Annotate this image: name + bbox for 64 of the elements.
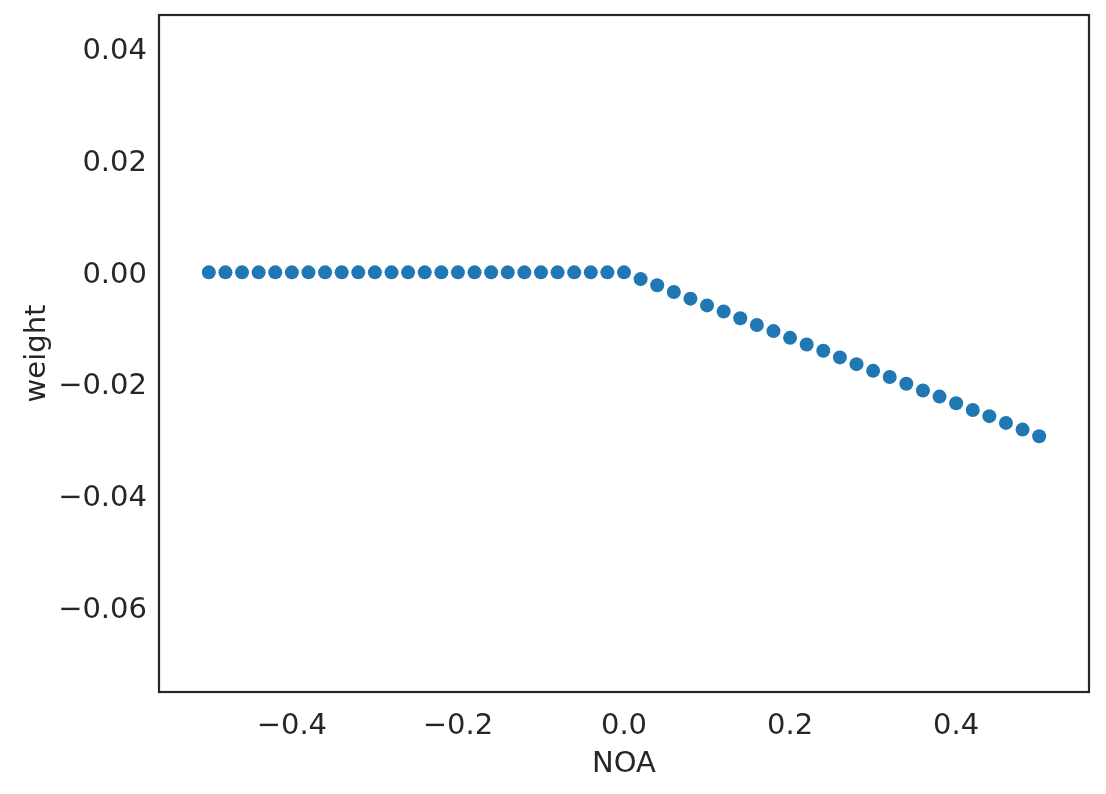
point: [434, 265, 449, 280]
point: [533, 265, 548, 280]
point: [600, 265, 615, 280]
point: [500, 265, 515, 280]
point: [367, 265, 382, 280]
point: [351, 265, 366, 280]
point: [450, 265, 465, 280]
point: [683, 291, 698, 306]
point: [949, 396, 964, 411]
point: [998, 415, 1013, 430]
point: [749, 317, 764, 332]
point: [417, 265, 432, 280]
point: [633, 272, 648, 287]
point: [550, 265, 565, 280]
point: [899, 376, 914, 391]
point: [716, 304, 731, 319]
point: [832, 350, 847, 365]
point: [849, 357, 864, 372]
point: [783, 330, 798, 345]
point: [617, 265, 631, 280]
point: [915, 383, 930, 398]
point: [334, 265, 349, 280]
point: [517, 265, 532, 280]
point: [201, 265, 216, 280]
y-axis-title: weight: [18, 304, 52, 403]
point: [733, 311, 748, 326]
point: [268, 265, 283, 280]
point: [882, 370, 897, 384]
point: [650, 278, 665, 293]
x-tick-label: −0.4: [256, 707, 328, 741]
point: [384, 265, 399, 280]
point: [700, 298, 715, 313]
point: [251, 265, 266, 280]
point: [1032, 429, 1047, 444]
x-tick-label: 0.0: [600, 707, 648, 741]
point: [666, 284, 681, 299]
point: [982, 409, 997, 424]
point: [799, 337, 814, 352]
y-tick-label: −0.06: [58, 591, 147, 626]
point: [318, 265, 333, 280]
point: [816, 343, 831, 358]
x-axis-title: NOA: [592, 745, 657, 779]
point: [567, 265, 582, 280]
x-tick-label: 0.4: [933, 707, 980, 741]
point: [932, 389, 947, 404]
point: [866, 363, 881, 378]
y-tick-label: 0.02: [82, 143, 147, 178]
point: [467, 265, 482, 280]
x-tick-label: 0.2: [767, 707, 814, 741]
point: [301, 265, 316, 280]
point: [235, 265, 250, 280]
y-tick-label: 0.04: [82, 31, 147, 66]
point: [1015, 422, 1030, 437]
y-tick-label: 0.00: [82, 255, 147, 290]
point: [965, 403, 980, 418]
y-tick-label: −0.02: [58, 367, 147, 402]
y-tick-label: −0.04: [58, 479, 147, 514]
point: [218, 265, 233, 280]
point: [766, 324, 781, 339]
point: [484, 265, 499, 280]
x-tick-label: −0.2: [422, 707, 494, 741]
point: [401, 265, 416, 280]
point: [284, 265, 299, 280]
point: [583, 265, 598, 280]
